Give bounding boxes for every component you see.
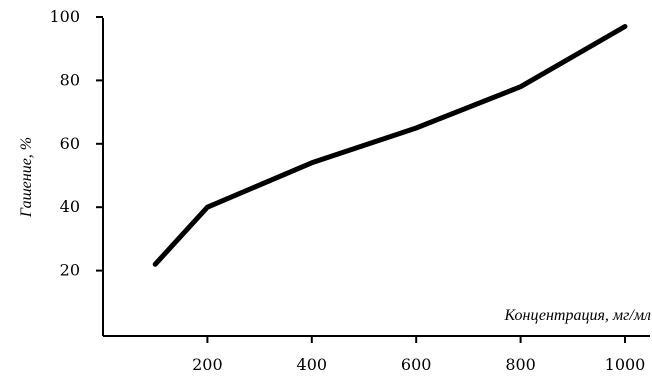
x-tick-label: 600: [401, 355, 432, 374]
y-tick-label: 100: [49, 7, 80, 26]
series-points: [155, 26, 626, 265]
x-tick-label: 800: [505, 355, 536, 374]
x-tick-label: 400: [297, 355, 328, 374]
x-tick-label: 200: [192, 355, 223, 374]
axes: [102, 18, 650, 337]
x-tick-label: 1000: [605, 355, 646, 374]
y-axis-ticks: 20 40 60 80 100: [49, 7, 103, 280]
y-axis-title: Гашение, %: [18, 137, 35, 218]
y-tick-label: 60: [60, 134, 80, 153]
x-axis-title: Концентрация, мг/мл: [504, 307, 651, 324]
y-tick-label: 80: [60, 70, 80, 89]
series-line: [152, 24, 628, 267]
y-tick-label: 20: [60, 261, 80, 280]
x-axis-ticks: 200 400 600 800 1000: [192, 336, 645, 374]
y-tick-label: 40: [60, 197, 80, 216]
